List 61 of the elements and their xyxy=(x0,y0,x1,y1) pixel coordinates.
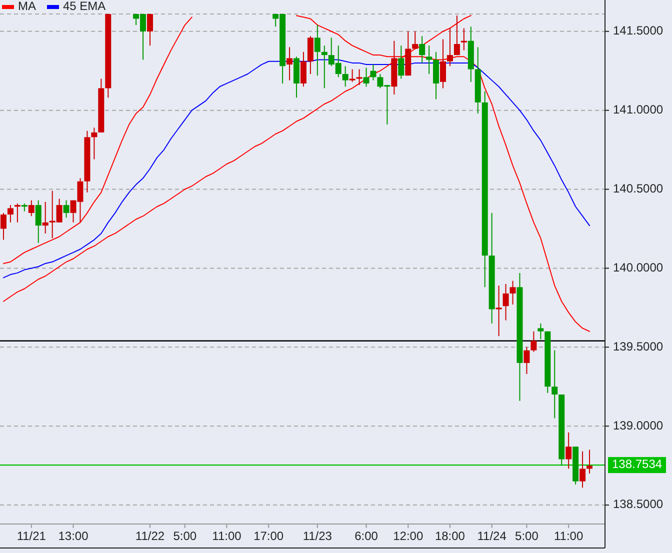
candlestick xyxy=(147,14,153,46)
candlestick xyxy=(524,346,530,374)
y-tick-label: 140.0000 xyxy=(613,260,664,274)
candlestick xyxy=(433,51,440,100)
x-tick-label: 18:00 xyxy=(434,529,466,544)
x-tick-label: 13:00 xyxy=(58,529,89,544)
y-tick-label: 141.5000 xyxy=(613,24,664,38)
candlestick xyxy=(7,204,14,223)
candlestick xyxy=(580,450,586,488)
x-tick-label: 5:00 xyxy=(173,529,197,544)
candlestick xyxy=(412,30,418,50)
candlestick xyxy=(0,212,6,240)
candlestick xyxy=(552,350,558,419)
candlestick xyxy=(440,38,446,89)
candlestick xyxy=(538,322,544,340)
candlestick xyxy=(566,432,572,470)
legend-label: 45 EMA xyxy=(63,0,106,14)
x-tick-label: 6:00 xyxy=(354,529,378,544)
candlestick xyxy=(314,24,320,76)
x-tick-label: 11/21 xyxy=(16,529,46,544)
candlestick xyxy=(502,284,509,321)
candlestick xyxy=(510,280,516,306)
candlestick xyxy=(63,200,70,218)
x-tick-label: 11/23 xyxy=(302,529,332,544)
candlestick xyxy=(398,45,404,80)
legend-label: MA xyxy=(18,0,36,14)
candlestick xyxy=(356,68,362,86)
x-tick-label: 11/22 xyxy=(135,529,165,544)
y-tick-label: 139.5000 xyxy=(613,339,664,354)
y-tick-label: 138.5000 xyxy=(613,497,664,512)
candlestick xyxy=(454,15,460,56)
candlestick xyxy=(426,45,432,74)
candlestick xyxy=(370,64,376,81)
candlestick xyxy=(91,127,98,160)
candlestick xyxy=(14,202,20,223)
candlestick xyxy=(286,46,293,81)
x-tick-label: 11/24 xyxy=(477,529,507,544)
y-tick-label: 139.0000 xyxy=(613,418,664,432)
y-tick-label: 140.5000 xyxy=(613,181,664,196)
candlestick xyxy=(496,285,502,337)
candlestick xyxy=(363,67,370,88)
x-tick-label: 11:00 xyxy=(554,529,584,544)
candlestick xyxy=(586,449,592,474)
candlestick xyxy=(307,36,314,74)
x-tick-label: 11:00 xyxy=(212,529,242,544)
candlestick xyxy=(460,28,467,51)
candlestick xyxy=(321,45,328,89)
x-tick-label: 17:00 xyxy=(254,529,284,544)
candlestick xyxy=(35,200,42,244)
ref-line-label: 138.7534 xyxy=(612,457,662,472)
x-tick-label: 12:00 xyxy=(393,529,424,544)
candlestick xyxy=(42,201,48,234)
candlestick xyxy=(300,51,306,88)
candlestick xyxy=(349,68,356,82)
candlestick xyxy=(446,28,453,67)
candlestick xyxy=(419,36,426,64)
y-tick-label: 141.0000 xyxy=(613,102,664,116)
candlestick xyxy=(28,200,34,217)
candlestick xyxy=(342,66,348,88)
x-tick-label: 5:00 xyxy=(515,529,539,544)
candlestick xyxy=(530,330,537,352)
